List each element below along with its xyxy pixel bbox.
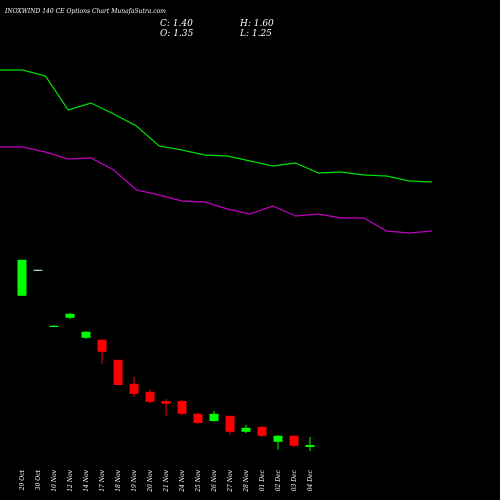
- candle-body: [177, 401, 187, 414]
- x-tick-label: 30 Oct: [35, 469, 42, 490]
- candle-body: [33, 269, 43, 271]
- x-tick-label: 02 Dec: [275, 469, 282, 491]
- candle-body: [289, 435, 299, 446]
- candle-body: [209, 413, 219, 421]
- x-tick-label: 25 Nov: [195, 469, 202, 492]
- candle-body: [113, 359, 123, 385]
- x-tick-label: 24 Nov: [179, 469, 186, 492]
- x-tick-label: 26 Nov: [211, 469, 218, 492]
- x-tick-label: 12 Nov: [67, 469, 74, 491]
- line-series: [0, 69, 433, 183]
- x-tick-label: 04 Dec: [307, 469, 314, 491]
- close-label: C: 1.40: [160, 19, 193, 29]
- candle-body: [273, 435, 283, 442]
- candle-body: [81, 331, 91, 338]
- candle-body: [161, 401, 171, 404]
- line-series: [0, 146, 433, 234]
- high-label: H: 1.60: [239, 19, 274, 29]
- x-tick-label: 03 Dec: [291, 469, 298, 491]
- candle-body: [49, 325, 59, 327]
- x-tick-label: 19 Nov: [131, 469, 138, 491]
- candle-body: [145, 391, 155, 402]
- x-tick-label: 27 Nov: [227, 469, 234, 492]
- candle-body: [65, 313, 75, 318]
- x-tick-label: 29 Oct: [19, 469, 26, 491]
- x-tick-label: 18 Nov: [115, 469, 122, 491]
- chart-title: INOXWIND 140 CE Options Chart MunafaSutr…: [4, 8, 166, 15]
- x-tick-label: 10 Nov: [51, 469, 58, 491]
- x-tick-label: 14 Nov: [83, 469, 90, 491]
- x-tick-label: 28 Nov: [243, 469, 250, 492]
- candle-body: [97, 339, 107, 352]
- candle-body: [257, 427, 267, 436]
- candle-body: [225, 415, 235, 432]
- candle-body: [193, 413, 203, 423]
- candle-body: [17, 259, 27, 296]
- x-tick-label: 21 Nov: [163, 469, 170, 492]
- x-tick-label: 01 Dec: [259, 469, 266, 491]
- open-label: O: 1.35: [160, 29, 194, 39]
- candle-body: [129, 383, 139, 394]
- candle-body: [305, 445, 315, 447]
- low-label: L: 1.25: [239, 29, 272, 39]
- x-tick-label: 20 Nov: [147, 469, 154, 492]
- x-tick-label: 17 Nov: [99, 469, 106, 491]
- candle-body: [241, 427, 251, 432]
